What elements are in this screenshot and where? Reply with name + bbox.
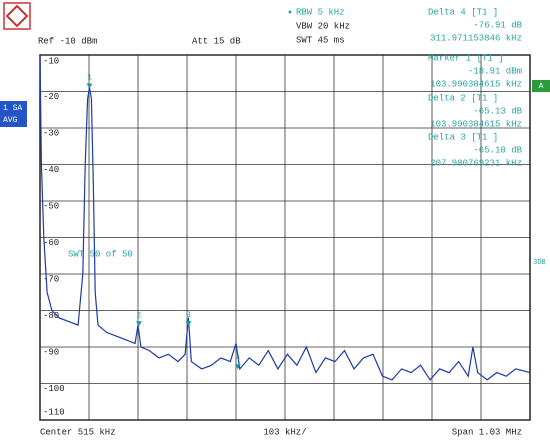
marker <box>135 321 142 327</box>
y-tick-label: -20 <box>43 92 59 102</box>
y-tick-label: -80 <box>43 311 59 321</box>
readout-title: Marker 1 [T1 ] <box>428 53 504 63</box>
swt: SWT 45 ms <box>296 35 345 45</box>
side-flag: A <box>539 82 544 91</box>
trace-mode: AVG <box>3 116 18 125</box>
trace-mode: 1 SA <box>3 104 22 113</box>
bottom-span: Span 1.03 MHz <box>452 427 522 437</box>
y-tick-label: -40 <box>43 165 59 175</box>
flag-box <box>532 80 550 92</box>
y-tick-label: -60 <box>43 238 59 248</box>
readout-freq: 207.980769231 kHz <box>430 158 522 168</box>
readout-freq: 103.990384615 kHz <box>430 119 522 129</box>
trace <box>39 54 531 381</box>
y-tick-label: -100 <box>43 384 65 394</box>
y-tick-label: -70 <box>43 274 59 284</box>
marker-label: 4 <box>235 354 240 363</box>
trace-mode-box <box>0 101 27 127</box>
bottom-center: Center 515 kHz <box>40 427 116 437</box>
ref-level: Ref -10 dBm <box>38 36 97 46</box>
marker <box>185 321 192 327</box>
marker-label: 3 <box>186 311 191 320</box>
y-tick-label: -90 <box>43 347 59 357</box>
side-note: 3DB <box>533 259 546 267</box>
y-tick-label: -10 <box>43 56 59 66</box>
sweep-note: SWT 50 of 50 <box>68 249 133 259</box>
rbw: RBW 5 kHz <box>296 7 345 17</box>
readout-freq: 311.971153846 kHz <box>430 33 522 43</box>
logo <box>3 2 31 30</box>
vbw: VBW 20 kHz <box>296 21 350 31</box>
readout-title: Delta 2 [T1 ] <box>428 93 498 103</box>
readout-title: Delta 3 [T1 ] <box>428 132 498 142</box>
readout-level: -18.91 dBm <box>468 66 522 76</box>
readout-level: -65.13 dB <box>473 106 522 116</box>
readout-level: -76.91 dB <box>473 20 522 30</box>
marker-label: 2 <box>137 311 142 320</box>
readout-title: Delta 4 [T1 ] <box>428 7 498 17</box>
bottom-per-div: 103 kHz/ <box>263 427 306 437</box>
readout-freq: 103.990384615 kHz <box>430 79 522 89</box>
bullet <box>288 10 292 14</box>
y-tick-label: -30 <box>43 128 59 138</box>
readout-level: -65.10 dB <box>473 145 522 155</box>
y-tick-label: -110 <box>43 407 65 417</box>
attenuation: Att 15 dB <box>192 36 241 46</box>
marker-label: 1 <box>87 74 92 83</box>
marker <box>86 83 93 89</box>
marker <box>234 364 241 370</box>
y-tick-label: -50 <box>43 201 59 211</box>
